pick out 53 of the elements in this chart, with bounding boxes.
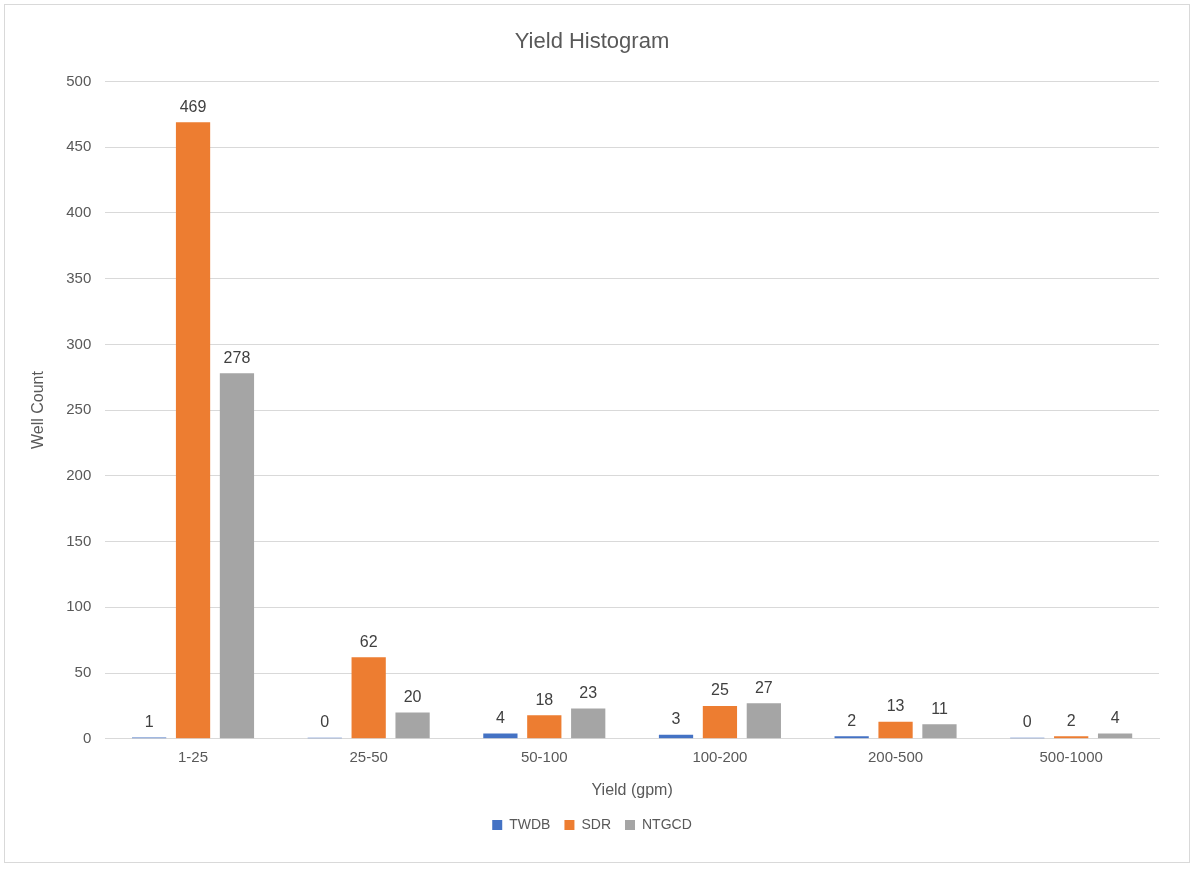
data-label: 4 <box>1110 708 1120 726</box>
y-tick-label: 450 <box>66 137 92 155</box>
data-label: 1 <box>144 712 154 730</box>
data-label: 20 <box>403 687 422 705</box>
x-tick-label: 50-100 <box>520 747 568 765</box>
bar <box>219 373 255 739</box>
data-label: 11 <box>931 699 948 717</box>
data-label: 2 <box>1066 711 1076 729</box>
data-label: 0 <box>1022 713 1032 731</box>
bar <box>702 705 738 739</box>
bar <box>834 736 869 739</box>
x-tick-label: 100-200 <box>692 747 748 765</box>
data-label: 27 <box>754 678 773 696</box>
bar <box>527 715 562 739</box>
bar <box>1054 736 1089 739</box>
y-tick-label: 300 <box>66 334 92 352</box>
y-tick-label: 150 <box>66 531 92 549</box>
y-tick-label: 350 <box>66 268 92 286</box>
y-tick-label: 200 <box>66 465 92 483</box>
data-label: 62 <box>359 632 378 650</box>
data-label: 18 <box>535 690 554 708</box>
bar <box>746 703 781 739</box>
y-tick-label: 50 <box>74 663 92 681</box>
bar <box>175 122 211 739</box>
bar <box>922 724 957 739</box>
y-tick-label: 400 <box>66 203 92 221</box>
data-label: 2 <box>847 711 857 729</box>
legend-label: SDR <box>581 815 611 832</box>
y-axis-title: Well Count <box>29 370 47 450</box>
bar <box>571 708 606 739</box>
data-label: 4 <box>495 708 505 726</box>
data-label: 25 <box>711 681 729 699</box>
y-tick-label: 500 <box>66 71 92 89</box>
bar <box>395 712 430 739</box>
legend-label: NTGCD <box>642 815 692 832</box>
bar <box>351 657 386 739</box>
y-tick-label: 100 <box>66 597 92 615</box>
x-tick-label: 25-50 <box>349 747 388 765</box>
x-tick-label: 200-500 <box>868 747 924 765</box>
y-tick-label: 250 <box>66 400 92 418</box>
data-label: 23 <box>579 683 598 701</box>
data-label: 0 <box>320 713 330 731</box>
y-tick-label: 0 <box>82 728 92 746</box>
data-label: 3 <box>671 710 681 728</box>
x-tick-label: 1-25 <box>178 747 209 765</box>
data-label: 278 <box>223 348 251 366</box>
x-axis-title: Yield (gpm) <box>591 780 673 798</box>
bar <box>878 721 913 739</box>
x-tick-label: 500-1000 <box>1039 747 1103 765</box>
legend-label: TWDB <box>509 815 551 832</box>
chart-title: Yield Histogram <box>514 28 670 54</box>
data-label: 469 <box>179 97 207 115</box>
data-label: 13 <box>886 697 905 715</box>
